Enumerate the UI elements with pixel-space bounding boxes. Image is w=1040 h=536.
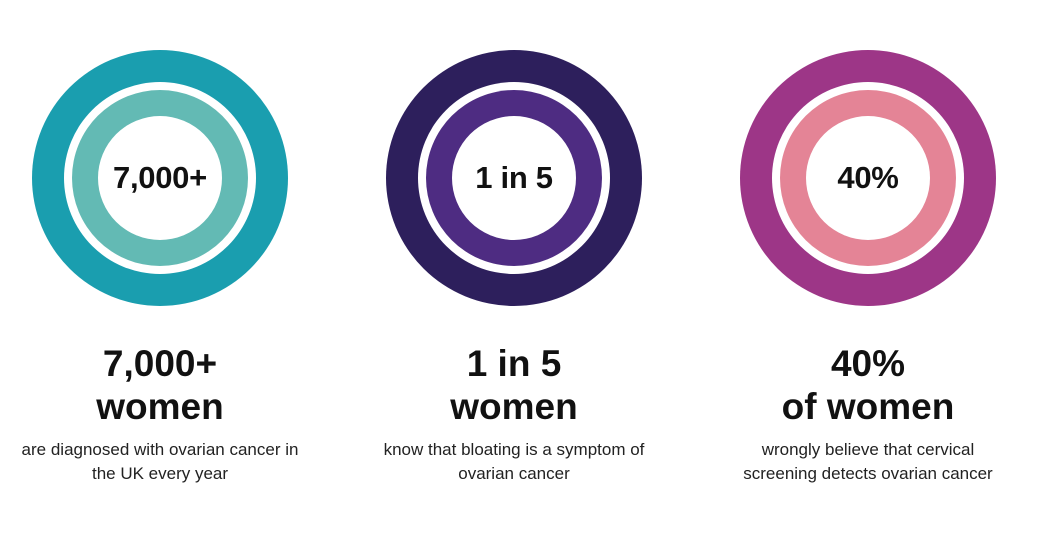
ring-center [452,116,576,240]
headline-subject: women [96,386,224,427]
stat-bloating-awareness: 1 in 5 1 in 5 women know that bloating i… [354,0,674,536]
stat-description: know that bloating is a symptom of ovari… [383,440,645,483]
ring-graphic [740,50,996,306]
headline-value: 1 in 5 [466,343,562,384]
headline-value: 40% [830,343,906,384]
headline-subject: women [450,386,578,427]
ring-graphic [32,50,288,306]
stat-description: are diagnosed with ovarian cancer in the… [21,440,299,483]
headline-value: 7,000+ [102,343,218,384]
stat-headline: 40% of women [708,342,1028,428]
stat-headline: 7,000+ women [0,342,320,428]
ring-center [98,116,222,240]
stat-headline: 1 in 5 women [354,342,674,428]
headline-subject: of women [781,386,955,427]
stat-screening-belief: 40% 40% of women wrongly believe that ce… [708,0,1028,536]
ring-value: 7,000+ [113,160,207,195]
stat-diagnosed: 7,000+ 7,000+ women are diagnosed with o… [0,0,320,536]
ring-value: 40% [837,160,899,195]
ring-center [806,116,930,240]
ring-value: 1 in 5 [475,160,553,195]
stat-description: wrongly believe that cervical screening … [743,440,993,483]
ring-graphic [386,50,642,306]
